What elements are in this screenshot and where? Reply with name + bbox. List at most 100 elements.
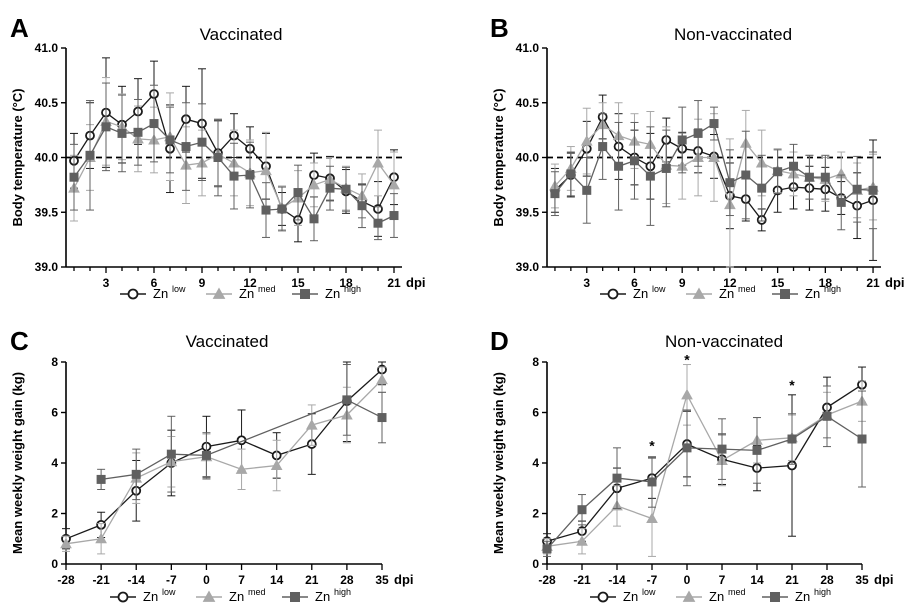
legend-label: Zn xyxy=(229,589,244,604)
significance-marker: * xyxy=(649,437,655,453)
x-tick-label: 6 xyxy=(151,276,158,290)
legend-label-sup: med xyxy=(738,284,756,294)
data-point xyxy=(822,411,832,421)
y-axis-label: Mean weekly weight gain (kg) xyxy=(491,372,506,554)
legend-label-sup: low xyxy=(642,587,656,597)
legend-label: Zn xyxy=(315,589,330,604)
data-point xyxy=(357,201,367,211)
panel-title: Non-vaccinated xyxy=(665,332,783,351)
series-line xyxy=(65,369,383,540)
legend-label: Zn xyxy=(239,286,254,301)
data-point xyxy=(388,178,400,190)
panel-title: Vaccinated xyxy=(200,25,283,44)
series-med xyxy=(60,366,388,555)
panel-B: B Non-vaccinated 39.0 39.5 40.0 40.5 41.0 3 6 9 12… xyxy=(490,13,905,301)
legend-label-sup: high xyxy=(344,284,361,294)
legend-marker xyxy=(290,592,300,602)
data-point xyxy=(550,189,560,199)
legend-marker xyxy=(692,287,706,299)
x-tick-label: -21 xyxy=(92,573,110,587)
series-line xyxy=(546,384,863,542)
data-point xyxy=(852,184,862,194)
data-point xyxy=(131,469,141,479)
series-low xyxy=(542,366,867,550)
data-point xyxy=(868,185,878,195)
panel-letter: D xyxy=(490,326,509,356)
data-point xyxy=(576,535,588,546)
series-high xyxy=(542,385,867,557)
y-tick-label: 41.0 xyxy=(516,41,540,55)
x-tick-label: 14 xyxy=(750,573,764,587)
panel-title: Vaccinated xyxy=(186,332,269,351)
data-point xyxy=(682,443,692,453)
data-point xyxy=(725,178,735,188)
legend-label: Zn xyxy=(623,589,638,604)
x-tick-label: 12 xyxy=(723,276,737,290)
y-tick-label: 8 xyxy=(532,355,539,369)
series-high xyxy=(96,364,387,501)
significance-marker: * xyxy=(684,352,690,368)
data-point xyxy=(60,537,72,549)
x-tick-label: 21 xyxy=(305,573,319,587)
legend-marker xyxy=(597,591,609,603)
legend-label-sup: high xyxy=(824,284,841,294)
data-point xyxy=(341,184,351,194)
x-tick-label: -21 xyxy=(573,573,591,587)
x-tick-label: 3 xyxy=(583,276,590,290)
legend-label-sup: high xyxy=(334,587,351,597)
x-tick-label: 7 xyxy=(238,573,245,587)
y-axis-label: Body temperature (°C) xyxy=(491,88,506,226)
legend-marker xyxy=(300,289,310,299)
y-tick-label: 39.0 xyxy=(35,260,59,274)
x-tick-label: -14 xyxy=(128,573,146,587)
x-tick-label: 14 xyxy=(270,573,284,587)
y-tick-label: 40.0 xyxy=(35,151,59,165)
legend-marker xyxy=(202,590,216,602)
data-point xyxy=(612,473,622,483)
data-point xyxy=(582,185,592,195)
legend-label: Zn xyxy=(143,589,158,604)
data-point xyxy=(85,150,95,160)
data-point xyxy=(577,505,587,515)
y-tick-label: 40.5 xyxy=(516,96,540,110)
data-point xyxy=(614,161,624,171)
data-point xyxy=(820,172,830,182)
data-point xyxy=(149,119,159,129)
panel-letter: A xyxy=(10,13,29,43)
data-point xyxy=(693,128,703,138)
x-unit-label: dpi xyxy=(406,275,426,290)
legend-label: Zn xyxy=(719,286,734,301)
data-point xyxy=(836,197,846,207)
data-point xyxy=(308,178,320,190)
data-point xyxy=(645,171,655,181)
legend-marker xyxy=(117,591,129,603)
x-tick-label: -7 xyxy=(166,573,177,587)
data-point xyxy=(857,434,867,444)
data-point xyxy=(165,135,175,145)
y-tick-label: 40.5 xyxy=(35,96,59,110)
panel-C: C Vaccinated 0 2 4 6 8 -28 -21 -14 -7 0 7 14 21 28 35 dpi… xyxy=(10,326,414,604)
x-tick-label: 28 xyxy=(820,573,834,587)
series-line xyxy=(65,379,383,545)
legend-marker xyxy=(607,288,619,300)
legend: Zn low Zn med Zn high xyxy=(590,587,831,604)
data-point xyxy=(261,205,271,215)
x-tick-label: 35 xyxy=(375,573,389,587)
x-tick-label: 12 xyxy=(243,276,257,290)
data-point xyxy=(373,218,383,228)
data-point xyxy=(95,532,107,544)
data-point xyxy=(117,128,127,138)
panel-A: A Vaccinated 39.0 39.5 40.0 40.5 41.0 3 6 9 12 15 18… xyxy=(10,13,426,301)
legend-marker xyxy=(682,590,696,602)
data-point xyxy=(181,142,191,152)
x-tick-label: 21 xyxy=(785,573,799,587)
legend: Zn low Zn med Zn high xyxy=(600,284,841,301)
y-tick-label: 39.0 xyxy=(516,260,540,274)
data-point xyxy=(376,373,388,385)
legend-label: Zn xyxy=(805,286,820,301)
data-point xyxy=(708,151,720,162)
data-point xyxy=(293,188,303,198)
legend-marker xyxy=(212,287,226,299)
x-unit-label: dpi xyxy=(394,572,414,587)
y-tick-label: 2 xyxy=(51,507,58,521)
